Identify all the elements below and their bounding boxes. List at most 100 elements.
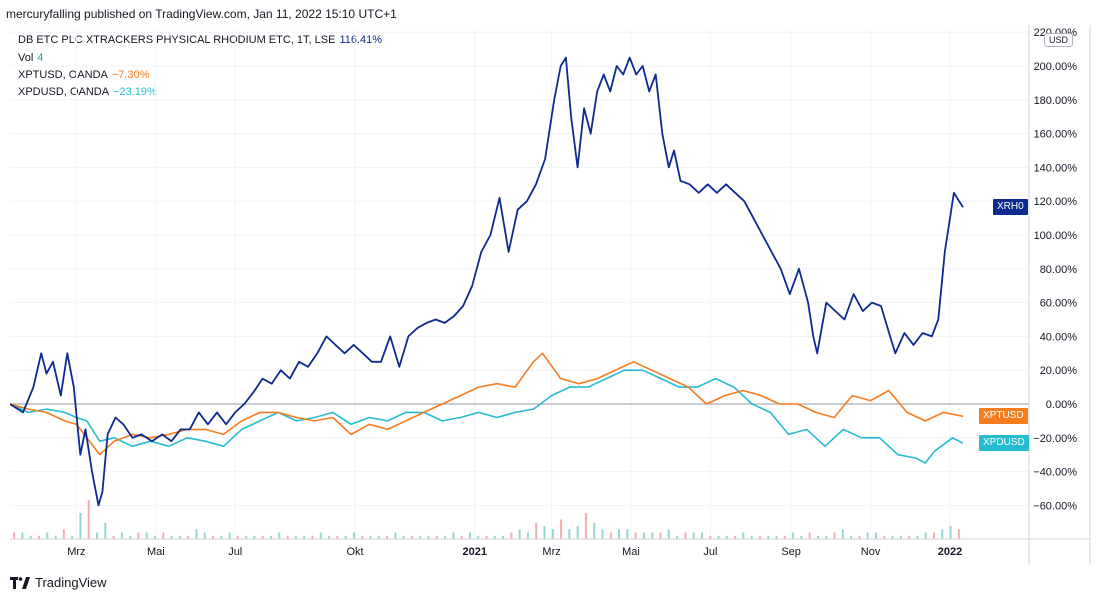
volume-bar bbox=[825, 535, 828, 539]
volume-bar bbox=[236, 535, 239, 539]
series-line-xpdusd[interactable] bbox=[10, 369, 964, 464]
volume-bar bbox=[154, 535, 157, 539]
volume-bar bbox=[874, 532, 877, 539]
volume-bar bbox=[402, 535, 405, 539]
volume-bar bbox=[576, 526, 579, 539]
volume-bar bbox=[775, 535, 778, 539]
y-tick-label: 180.00% bbox=[1034, 95, 1078, 107]
volume-bar bbox=[684, 532, 687, 539]
currency-button[interactable]: USD bbox=[1044, 33, 1074, 47]
volume-bar bbox=[883, 535, 886, 539]
volume-bar bbox=[87, 500, 90, 539]
volume-bar bbox=[916, 535, 919, 539]
volume-bar bbox=[816, 535, 819, 539]
volume-bar bbox=[518, 529, 521, 539]
volume-bar bbox=[137, 532, 140, 539]
volume-bar bbox=[286, 535, 289, 539]
volume-bar bbox=[29, 535, 32, 539]
volume-bar bbox=[104, 522, 107, 539]
volume-bar bbox=[386, 535, 389, 539]
volume-bar bbox=[162, 532, 165, 539]
y-tick-label: −40.00% bbox=[1033, 467, 1077, 479]
volume-bar bbox=[899, 535, 902, 539]
volume-bar bbox=[502, 535, 505, 539]
volume-bar bbox=[601, 529, 604, 539]
price-tag-xpdusd: XPDUSD bbox=[979, 435, 1029, 452]
volume-bar bbox=[767, 535, 770, 539]
volume-bar bbox=[949, 526, 952, 539]
y-tick-label: 200.00% bbox=[1034, 61, 1078, 73]
legend-name: XPDUSD, OANDA bbox=[18, 86, 110, 98]
volume-bar bbox=[361, 535, 364, 539]
volume-bar bbox=[444, 535, 447, 539]
y-tick-label: 100.00% bbox=[1034, 230, 1078, 242]
volume-bar bbox=[493, 535, 496, 539]
legend-value: −7.30% bbox=[111, 69, 150, 81]
volume-bar bbox=[344, 535, 347, 539]
volume-bar bbox=[841, 529, 844, 539]
volume-bar bbox=[38, 535, 41, 539]
volume-bar bbox=[584, 513, 587, 539]
volume-bar bbox=[54, 535, 57, 539]
volume-bar bbox=[212, 535, 215, 539]
footer: TradingView bbox=[10, 575, 107, 590]
volume-bar bbox=[642, 532, 645, 539]
y-tick-label: 40.00% bbox=[1040, 331, 1078, 343]
legend-value: 116.41% bbox=[339, 34, 383, 46]
volume-bar bbox=[725, 535, 728, 539]
volume-bar bbox=[410, 535, 413, 539]
volume-bar bbox=[866, 532, 869, 539]
volume-bar bbox=[129, 535, 132, 539]
volume-bar bbox=[328, 535, 331, 539]
legend-value: 4 bbox=[37, 52, 44, 64]
volume-bar bbox=[253, 535, 256, 539]
volume-bar bbox=[551, 529, 554, 539]
x-tick-label: Nov bbox=[861, 546, 881, 558]
volume-bar bbox=[908, 535, 911, 539]
legend-value: −23.19% bbox=[113, 86, 157, 98]
volume-bar bbox=[957, 529, 960, 539]
legend-item-xpdusd[interactable]: XPDUSD, OANDA −23.19% bbox=[18, 86, 157, 98]
legend-name: DB ETC PLC XTRACKERS PHYSICAL RHODIUM ET… bbox=[18, 34, 336, 46]
legend-item-xptusd[interactable]: XPTUSD, OANDA −7.30% bbox=[18, 69, 149, 81]
volume-bar bbox=[228, 532, 231, 539]
volume-bar bbox=[676, 535, 679, 539]
y-tick-label: −60.00% bbox=[1033, 500, 1077, 512]
series-line-xrh0[interactable] bbox=[10, 56, 964, 507]
legend-item-volume[interactable]: Vol 4 bbox=[18, 52, 43, 64]
volume-bar bbox=[535, 522, 538, 539]
x-tick-label: 2021 bbox=[463, 546, 487, 558]
y-tick-label: 0.00% bbox=[1046, 399, 1077, 411]
volume-bar bbox=[195, 529, 198, 539]
volume-bar bbox=[634, 532, 637, 539]
volume-bar bbox=[891, 535, 894, 539]
volume-bar bbox=[758, 535, 761, 539]
volume-bar bbox=[659, 532, 662, 539]
volume-bar bbox=[692, 532, 695, 539]
series-line-xptusd[interactable] bbox=[10, 352, 964, 456]
x-tick-label: Mai bbox=[622, 546, 640, 558]
volume-bar bbox=[278, 532, 281, 539]
x-tick-label: Okt bbox=[346, 546, 363, 558]
volume-bar bbox=[71, 535, 74, 539]
legend-name: XPTUSD, OANDA bbox=[18, 69, 108, 81]
x-tick-label: Sep bbox=[781, 546, 801, 558]
volume-bar bbox=[560, 519, 563, 539]
legend-item-xrh0[interactable]: DB ETC PLC XTRACKERS PHYSICAL RHODIUM ET… bbox=[18, 34, 382, 46]
volume-bar bbox=[717, 535, 720, 539]
volume-bar bbox=[833, 532, 836, 539]
volume-bar bbox=[377, 535, 380, 539]
volume-bar bbox=[435, 535, 438, 539]
tradingview-logo-icon bbox=[10, 576, 30, 589]
volume-bar bbox=[96, 532, 99, 539]
y-tick-label: 140.00% bbox=[1034, 162, 1078, 174]
volume-bar bbox=[526, 532, 529, 539]
volume-bar bbox=[270, 535, 273, 539]
volume-bar bbox=[750, 535, 753, 539]
volume-bar bbox=[924, 532, 927, 539]
volume-bar bbox=[203, 532, 206, 539]
volume-bar bbox=[120, 532, 123, 539]
volume-bar bbox=[21, 532, 24, 539]
x-tick-label: Jul bbox=[703, 546, 717, 558]
